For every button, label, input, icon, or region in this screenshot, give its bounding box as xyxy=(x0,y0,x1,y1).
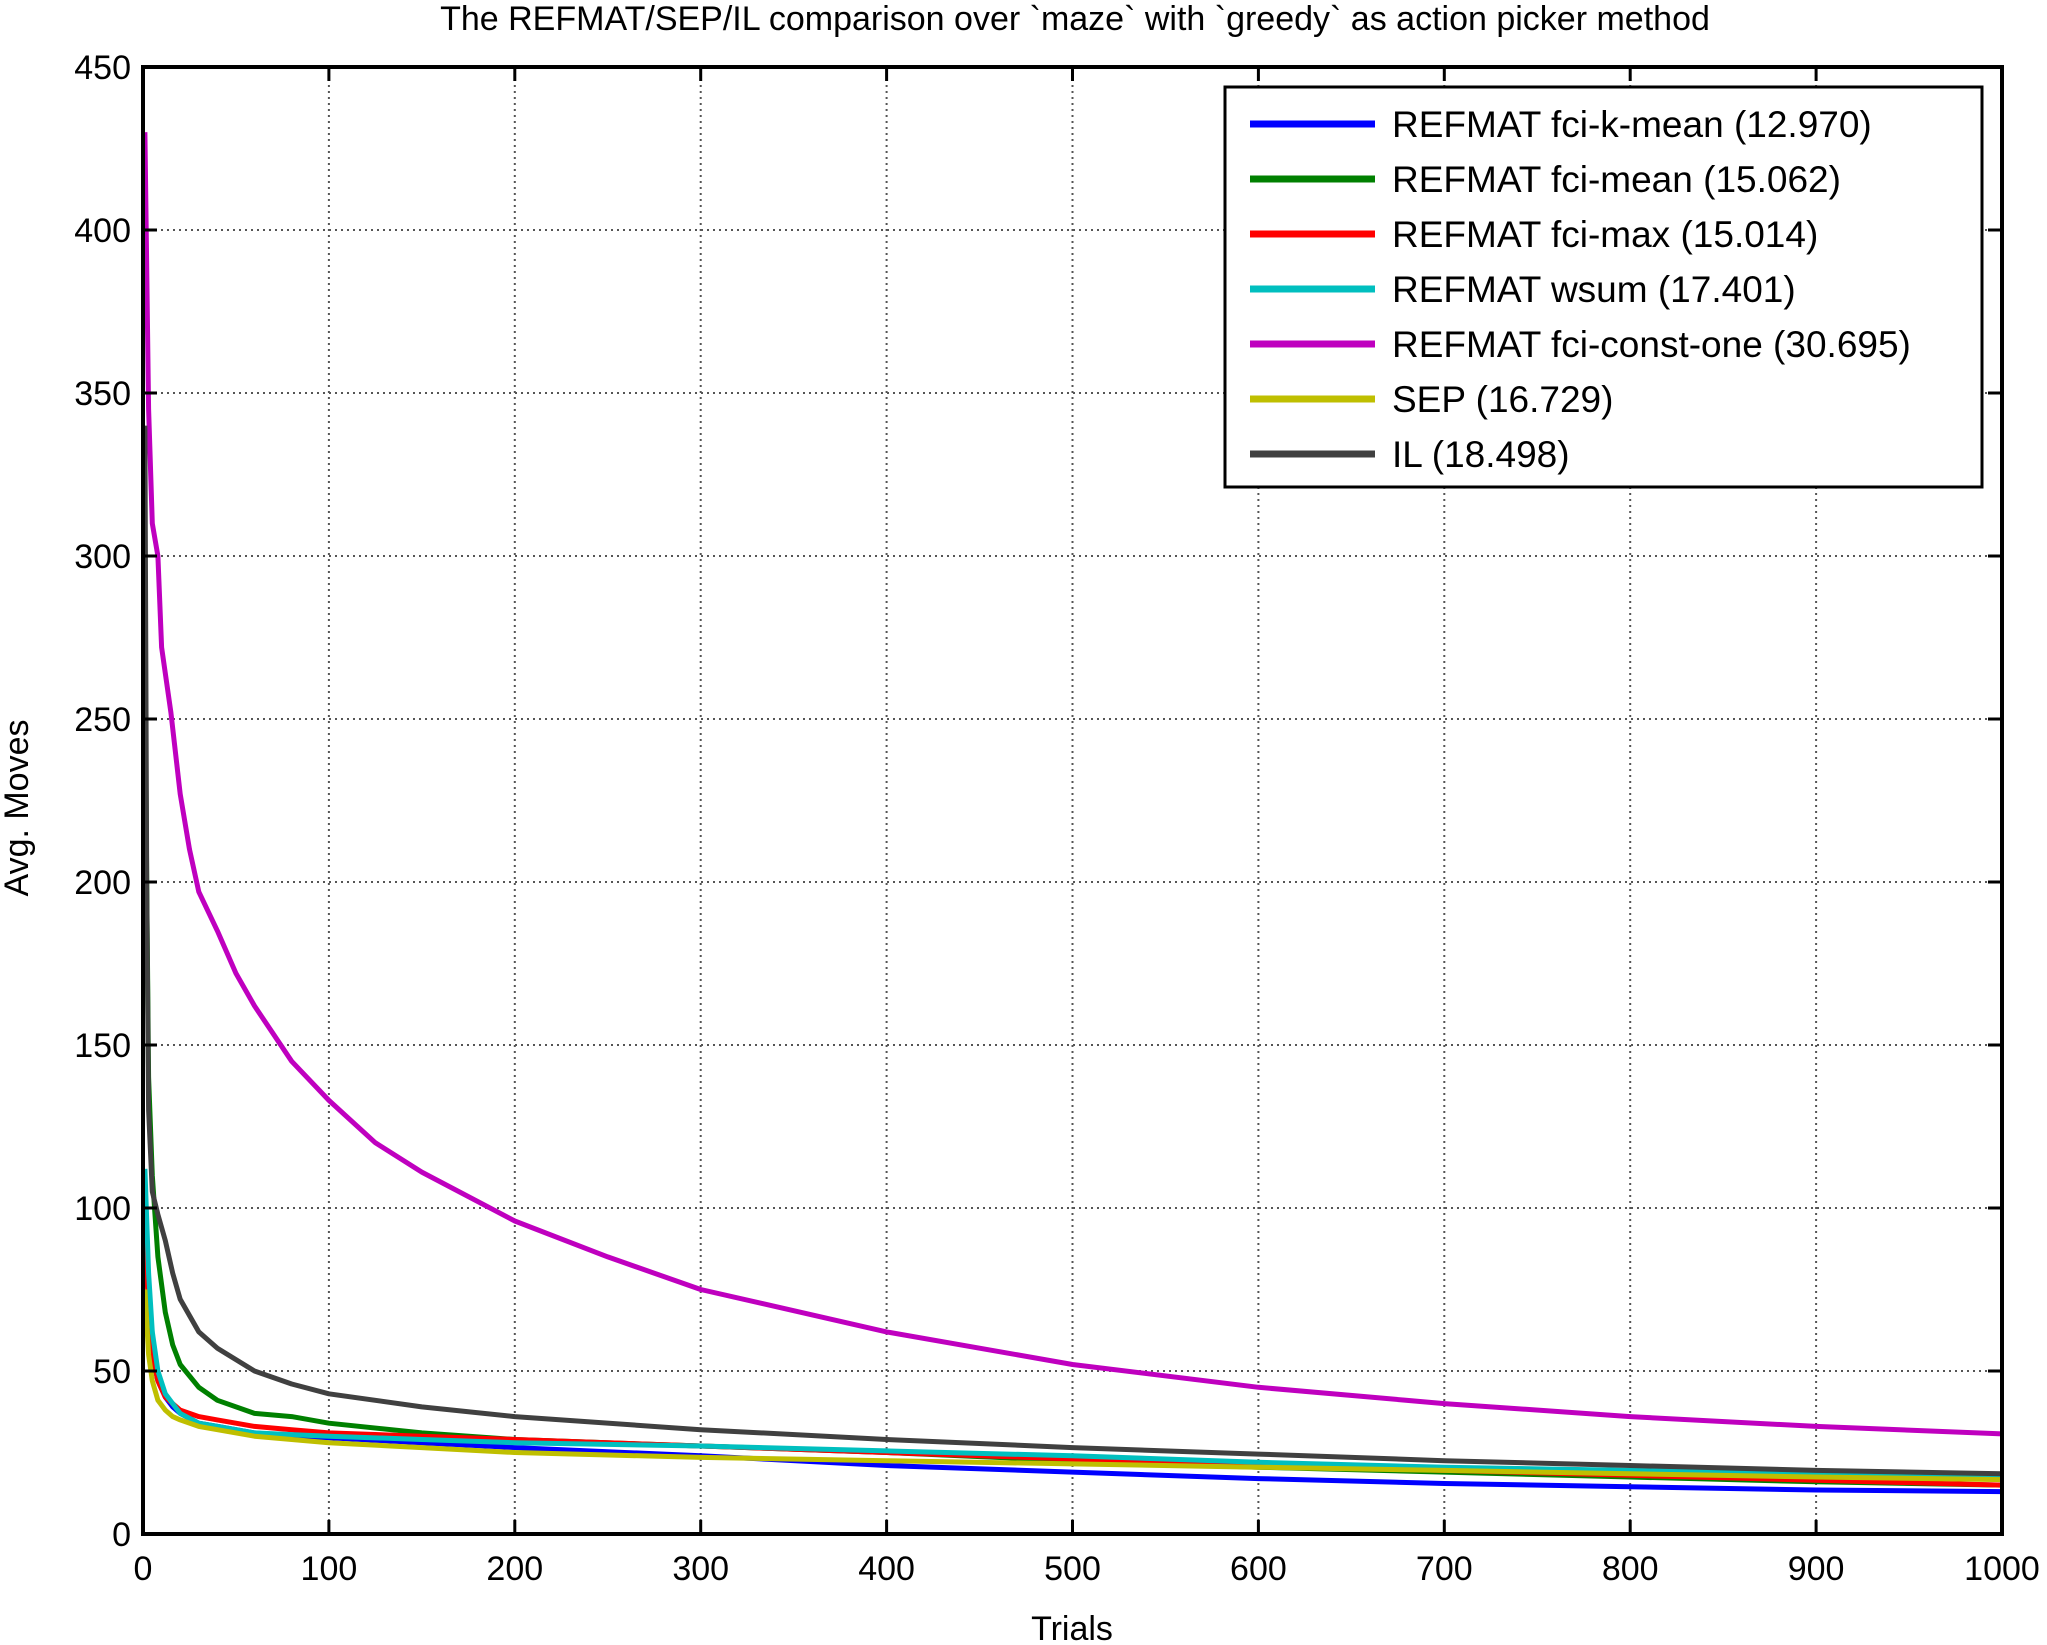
chart-title: The REFMAT/SEP/IL comparison over `maze`… xyxy=(440,0,1710,38)
legend-entry-5: SEP (16.729) xyxy=(1392,379,1613,420)
x-tick-label: 700 xyxy=(1416,1550,1473,1588)
axis-ticks: 0 100 200 300 400 500 600 700 800 900 1000 0 50 100 15… xyxy=(74,49,2040,1588)
x-tick-label: 1000 xyxy=(1964,1550,2040,1588)
series-line-4 xyxy=(142,132,2003,1437)
x-axis-label: Trials xyxy=(1031,1610,1113,1645)
x-tick-label: 100 xyxy=(301,1550,358,1588)
y-tick-label: 400 xyxy=(74,212,131,250)
y-tick-label: 0 xyxy=(112,1516,131,1554)
legend-entry-6: IL (18.498) xyxy=(1392,434,1570,475)
y-tick-label: 150 xyxy=(74,1027,131,1065)
x-tick-label: 500 xyxy=(1044,1550,1101,1588)
y-tick-label: 250 xyxy=(74,701,131,739)
x-tick-label: 200 xyxy=(486,1550,543,1588)
y-tick-label: 350 xyxy=(74,375,131,413)
x-tick-label: 300 xyxy=(672,1550,729,1588)
legend-entry-4: REFMAT fci-const-one (30.695) xyxy=(1392,324,1911,365)
series-line-3 xyxy=(142,1168,2003,1480)
x-tick-label: 600 xyxy=(1230,1550,1287,1588)
y-tick-label: 300 xyxy=(74,538,131,576)
legend-entry-3: REFMAT wsum (17.401) xyxy=(1392,269,1796,310)
legend: REFMAT fci-k-mean (12.970) REFMAT fci-mea… xyxy=(1223,85,1984,489)
x-tick-label: 400 xyxy=(858,1550,915,1588)
legend-entry-2: REFMAT fci-max (15.014) xyxy=(1392,214,1818,255)
legend-entry-1: REFMAT fci-mean (15.062) xyxy=(1392,159,1841,200)
x-tick-label: 900 xyxy=(1788,1550,1845,1588)
series-line-5 xyxy=(142,1289,2003,1483)
x-tick-label: 0 xyxy=(134,1550,153,1588)
y-tick-label: 50 xyxy=(93,1353,131,1391)
y-tick-label: 200 xyxy=(74,864,131,902)
y-axis-label: Avg. Moves xyxy=(0,719,36,896)
y-tick-label: 100 xyxy=(74,1190,131,1228)
legend-entry-0: REFMAT fci-k-mean (12.970) xyxy=(1392,104,1872,145)
y-tick-label: 450 xyxy=(74,49,131,87)
x-tick-label: 800 xyxy=(1602,1550,1659,1588)
